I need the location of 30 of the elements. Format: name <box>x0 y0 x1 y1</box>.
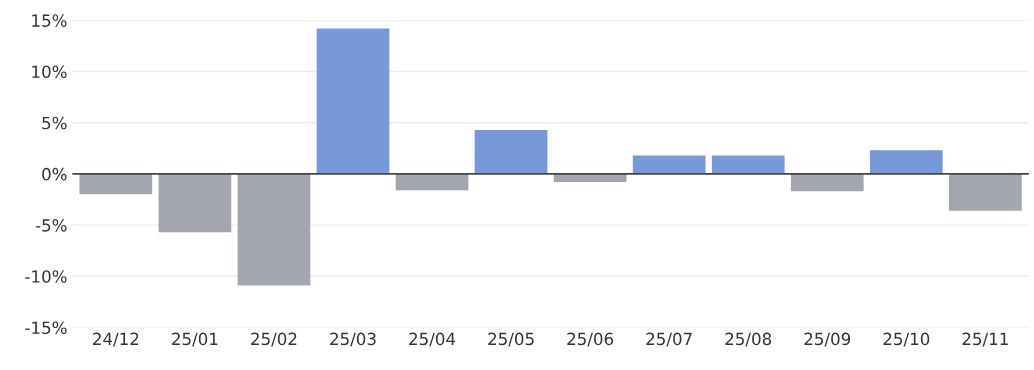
bar <box>711 155 785 174</box>
x-tick-label: 25/10 <box>883 332 930 347</box>
y-tick-label: -10% <box>25 270 67 283</box>
x-tick-label: 25/08 <box>725 332 772 347</box>
x-tick-label: 25/07 <box>646 332 692 347</box>
bar <box>632 155 706 174</box>
x-tick-label: 25/04 <box>409 332 456 347</box>
x-tick-label: 25/01 <box>172 332 218 347</box>
bar <box>237 173 311 286</box>
bar <box>474 129 548 174</box>
x-tick-label: 25/09 <box>804 332 851 347</box>
y-tick-label: -15% <box>25 321 67 335</box>
bar <box>869 150 943 174</box>
y-tick-label: 10% <box>32 65 67 79</box>
x-tick-label: 25/02 <box>251 332 297 347</box>
y-tick-label: 15% <box>32 14 67 27</box>
x-tick-label: 24/12 <box>93 332 139 347</box>
y-tick-label: -5% <box>35 219 67 232</box>
bar <box>790 173 864 192</box>
bar <box>316 28 390 174</box>
x-tick-label: 25/05 <box>488 332 534 347</box>
bar <box>395 173 469 191</box>
bar <box>158 173 232 233</box>
x-tick-label: 25/06 <box>567 332 614 347</box>
bar <box>948 173 1022 211</box>
y-tick-label: 5% <box>42 116 67 130</box>
x-tick-label: 25/03 <box>330 332 376 347</box>
bar <box>79 173 153 195</box>
x-tick-label: 25/11 <box>962 332 1008 347</box>
y-tick-label: 0% <box>42 167 67 181</box>
